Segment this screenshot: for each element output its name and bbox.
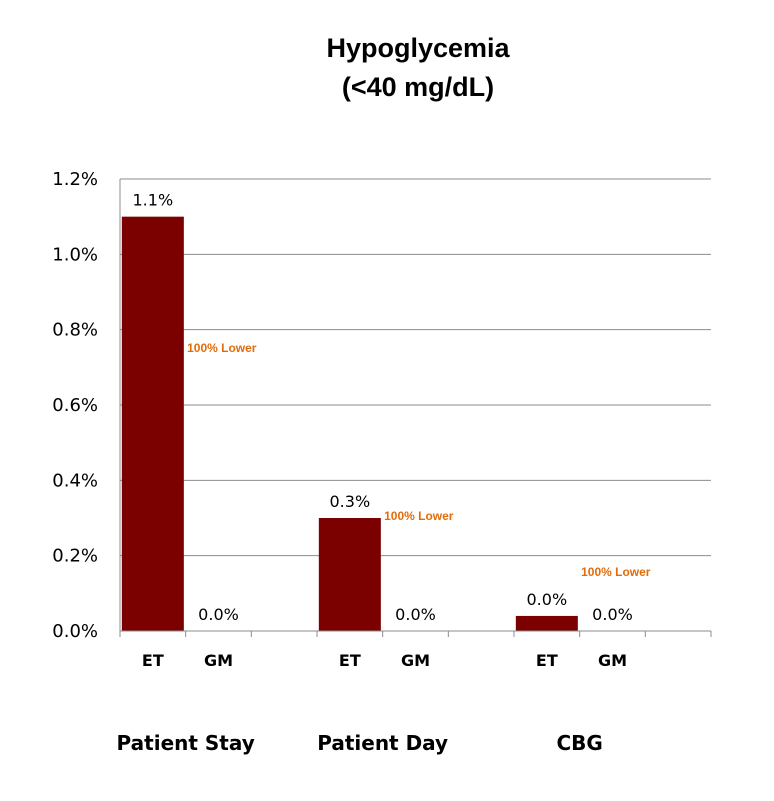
data-label: 0.0% bbox=[527, 590, 568, 609]
gridlines bbox=[120, 178, 711, 557]
data-label: 1.1% bbox=[133, 191, 174, 210]
chart-title-line2: (<40 mg/dL) bbox=[342, 72, 494, 102]
comparison-note: 100% Lower bbox=[384, 509, 454, 523]
data-label: 0.0% bbox=[198, 605, 239, 624]
bars bbox=[121, 216, 578, 631]
y-tick-label: 0.8% bbox=[52, 320, 98, 341]
category-label: GM bbox=[204, 651, 233, 670]
category-label: ET bbox=[536, 651, 558, 670]
y-tick-label: 0.0% bbox=[52, 621, 98, 642]
y-tick-label: 0.4% bbox=[52, 470, 98, 491]
chart-title-line1: Hypoglycemia bbox=[326, 33, 510, 63]
y-tick-label: 1.2% bbox=[52, 169, 98, 190]
comparison-note: 100% Lower bbox=[187, 341, 257, 355]
y-axis: 0.0% 0.2% 0.4% 0.6% 0.8% 1.0% 1.2% bbox=[52, 169, 121, 642]
y-tick-label: 0.2% bbox=[52, 546, 98, 567]
data-label: 0.3% bbox=[330, 492, 371, 511]
group-label: Patient Stay bbox=[117, 731, 255, 755]
bar-patient-day-et bbox=[318, 518, 381, 631]
data-labels: 1.1% 0.0% 100% Lower 0.3% 0.0% 100% Lower 0.0%… bbox=[133, 191, 651, 624]
data-label: 0.0% bbox=[592, 605, 633, 624]
group-label: CBG bbox=[556, 731, 602, 755]
category-label: ET bbox=[339, 651, 361, 670]
y-tick-label: 0.6% bbox=[52, 395, 98, 416]
category-label: GM bbox=[401, 651, 430, 670]
comparison-note: 100% Lower bbox=[581, 565, 651, 579]
category-label: ET bbox=[142, 651, 164, 670]
bar-patient-stay-et bbox=[121, 216, 184, 631]
x-axis: ET GM Patient Stay ET GM Patient Day ET GM CBG bbox=[117, 630, 712, 755]
data-label: 0.0% bbox=[395, 605, 436, 624]
bar-cbg-et bbox=[515, 615, 578, 631]
category-label: GM bbox=[598, 651, 627, 670]
group-label: Patient Day bbox=[317, 731, 448, 755]
y-tick-label: 1.0% bbox=[52, 244, 98, 265]
